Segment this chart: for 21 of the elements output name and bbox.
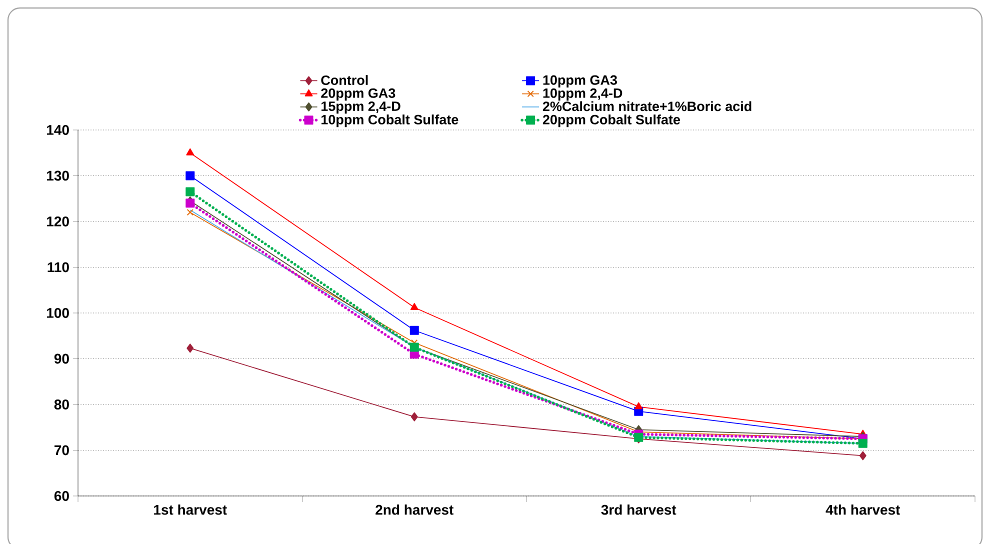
y-tick-label: 120 <box>47 216 69 226</box>
x-tick-label: 4th harvest <box>826 504 900 515</box>
y-tick-label: 80 <box>54 400 69 410</box>
legend-label: 15ppm 2,4-D <box>322 101 400 114</box>
y-tick-label: 110 <box>48 262 69 272</box>
y-tick-label: 90 <box>54 354 69 364</box>
legend-label: 20ppm GA3 <box>321 88 396 101</box>
legend-label: 10ppm 2,4-D <box>543 88 622 101</box>
legend-label: 10ppm Cobalt Sulfate <box>322 114 458 128</box>
y-tick-label: 100 <box>47 308 69 318</box>
x-tick-label: 2nd harvest <box>376 504 454 515</box>
legend-label: 10ppm GA3 <box>543 75 617 88</box>
y-tick-label: 130 <box>47 170 69 181</box>
y-tick-label: 140 <box>47 125 69 135</box>
legend-label: Control <box>321 75 368 86</box>
y-tick-label: 70 <box>54 445 69 456</box>
legend-label: 20ppm Cobalt Sulfate <box>542 114 680 128</box>
x-tick-label: 3rd harvest <box>601 504 676 515</box>
y-tick-label: 60 <box>54 491 69 501</box>
legend-label: 2%Calcium nitrate+1%Boric acid <box>542 101 752 112</box>
x-tick-label: 1st harvest <box>154 504 227 515</box>
